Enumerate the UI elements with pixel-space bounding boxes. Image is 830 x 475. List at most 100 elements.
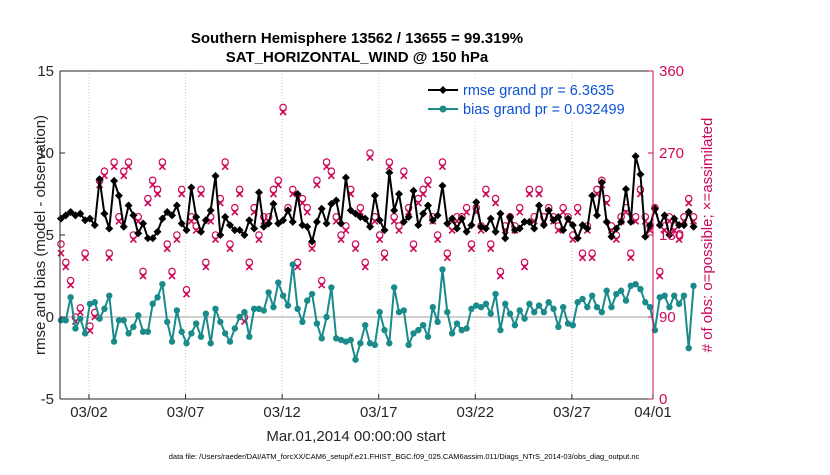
series-point bbox=[57, 317, 65, 324]
obs-possible-point bbox=[578, 249, 587, 258]
obs-assimilated-point bbox=[632, 217, 640, 225]
series-point bbox=[207, 340, 214, 347]
series-point bbox=[410, 330, 417, 337]
obs-assimilated-point bbox=[182, 290, 191, 298]
obs-assimilated-point bbox=[144, 199, 152, 207]
series-point bbox=[139, 219, 148, 228]
obs-assimilated-point bbox=[438, 163, 447, 171]
series-point bbox=[670, 214, 679, 223]
obs-assimilated-point bbox=[81, 254, 89, 262]
series-point bbox=[139, 328, 147, 335]
series-point bbox=[62, 317, 69, 324]
obs-possible-point bbox=[380, 249, 389, 258]
series-point bbox=[159, 281, 166, 288]
series-point bbox=[76, 209, 85, 218]
series-point bbox=[56, 214, 65, 223]
series-point bbox=[260, 307, 267, 314]
series-point bbox=[481, 224, 490, 233]
obs-assimilated-point bbox=[443, 254, 451, 262]
obs-assimilated-point bbox=[322, 163, 331, 171]
obs-assimilated-point bbox=[178, 190, 186, 198]
obs-assimilated-point bbox=[656, 272, 664, 280]
series-point bbox=[462, 227, 471, 236]
obs-assimilated-point bbox=[318, 281, 326, 289]
y-tick-label: 5 bbox=[46, 227, 54, 244]
obs-assimilated-point bbox=[163, 245, 171, 253]
series-point bbox=[414, 221, 423, 230]
series-point bbox=[323, 313, 330, 321]
series-point bbox=[632, 281, 639, 288]
series-point bbox=[555, 323, 562, 331]
series-point bbox=[86, 300, 94, 308]
obs-possible-point bbox=[177, 185, 186, 194]
obs-assimilated-point bbox=[342, 226, 350, 235]
obs-assimilated-point bbox=[153, 190, 162, 198]
obs-possible-point bbox=[313, 176, 321, 185]
obs-possible-point bbox=[303, 203, 312, 212]
obs-assimilated-point bbox=[313, 181, 321, 189]
series-point bbox=[230, 226, 239, 235]
series-point bbox=[531, 308, 538, 316]
series-point bbox=[269, 199, 278, 208]
obs-possible-point bbox=[400, 167, 408, 176]
series-point bbox=[125, 330, 132, 337]
obs-possible-point bbox=[385, 158, 394, 166]
obs-possible-point bbox=[443, 249, 452, 258]
series-point bbox=[617, 287, 625, 294]
obs-possible-point bbox=[655, 267, 664, 276]
obs-possible-point bbox=[148, 176, 157, 185]
obs-possible-point bbox=[438, 158, 447, 166]
obs-possible-point bbox=[231, 203, 239, 212]
x-tick-label: 03/22 bbox=[457, 404, 495, 421]
series-point bbox=[415, 326, 422, 334]
obs-possible-point bbox=[395, 222, 403, 230]
obs-assimilated-point bbox=[535, 190, 543, 198]
obs-possible-point bbox=[144, 194, 152, 203]
obs-possible-point bbox=[168, 267, 176, 276]
series-point bbox=[221, 330, 229, 337]
series-point bbox=[588, 191, 597, 200]
obs-assimilated-point bbox=[125, 163, 133, 171]
series-point bbox=[144, 328, 152, 335]
series-point bbox=[318, 335, 325, 342]
x-tick-label: 04/01 bbox=[634, 404, 672, 421]
right-tick-labels: 0 90 180 270 360 bbox=[648, 63, 684, 408]
obs-assimilated-point bbox=[308, 245, 316, 253]
x-axis-label: Mar.01,2014 00:00:00 start bbox=[266, 428, 446, 445]
obs-possible-point bbox=[525, 185, 534, 194]
series-point bbox=[458, 326, 465, 334]
obs-assimilated-point bbox=[627, 254, 635, 262]
series-point bbox=[114, 191, 123, 200]
series-point bbox=[584, 303, 591, 311]
legend-bias-marker bbox=[439, 105, 447, 113]
series-point bbox=[506, 212, 515, 221]
obs-assimilated-point bbox=[337, 235, 345, 244]
series-point bbox=[206, 206, 215, 215]
obs-possible-point bbox=[163, 240, 172, 248]
series-point bbox=[188, 330, 195, 337]
series-point bbox=[240, 231, 249, 239]
obs-assimilated-point bbox=[434, 235, 442, 244]
series-point bbox=[313, 320, 321, 327]
series-point bbox=[250, 224, 259, 233]
series-point bbox=[621, 185, 630, 194]
series-point bbox=[409, 186, 418, 195]
obs-assimilated-point bbox=[197, 190, 205, 198]
series-point bbox=[685, 344, 692, 352]
series-point bbox=[154, 294, 161, 301]
series-point bbox=[666, 303, 673, 311]
series-point bbox=[177, 219, 186, 228]
series-point bbox=[67, 294, 74, 301]
obs-possible-point bbox=[520, 258, 529, 267]
obs-possible-point bbox=[356, 203, 365, 212]
series-point bbox=[124, 201, 133, 210]
series-point bbox=[386, 340, 393, 347]
obs-assimilated-point bbox=[482, 190, 490, 198]
series-point bbox=[361, 322, 369, 329]
obs-possible-point bbox=[197, 185, 205, 194]
obs-possible-point bbox=[424, 176, 432, 185]
series-point bbox=[419, 322, 427, 329]
y-tick-label: -5 bbox=[41, 391, 54, 408]
series-point bbox=[134, 229, 143, 238]
series-point bbox=[607, 232, 616, 241]
